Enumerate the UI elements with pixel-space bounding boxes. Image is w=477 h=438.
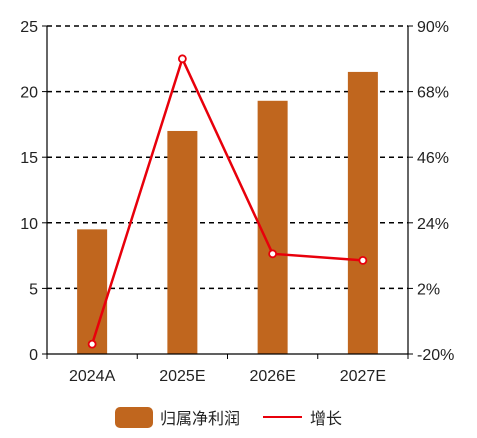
legend-label-net-profit: 归属净利润 [160,409,240,428]
legend-label-growth: 增长 [310,409,342,428]
growth-point-2025E [177,54,187,64]
right-tick-label-1: 2% [417,281,440,298]
bar-series [77,71,378,355]
x-tick-label-2024A: 2024A [69,368,116,385]
growth-point-2027E [358,255,368,265]
left-tick-label-2: 10 [20,216,38,233]
x-tick-label-2025E: 2025E [159,368,205,385]
left-tick-label-1: 5 [29,281,38,298]
axes [42,25,413,359]
left-tick-label-4: 20 [20,85,38,102]
right-tick-label-3: 46% [417,150,449,167]
right-tick-label-4: 68% [417,85,449,102]
growth-line-series [90,57,363,345]
growth-points [87,54,368,349]
right-tick-label-2: 24% [417,216,449,233]
growth-line [90,57,363,345]
growth-point-2024A [87,339,97,349]
right-tick-label-5: 90% [417,19,449,36]
left-tick-label-3: 15 [20,150,38,167]
left-tick-label-5: 25 [20,19,38,36]
x-tick-label-2026E: 2026E [249,368,295,385]
bar-2024A [77,229,108,354]
bar-2025E [167,130,198,354]
bar-2026E [257,100,288,354]
legend-swatch-net-profit [115,407,153,428]
tick-labels: 0 5 10 15 20 25 -20% 2% 24% 46% 68% 90% 2024A 2025E 20… [20,19,454,385]
left-tick-label-0: 0 [29,347,38,364]
right-tick-label-0: -20% [417,347,454,364]
x-tick-label-2027E: 2027E [340,368,386,385]
growth-point-2026E [268,249,278,259]
legend: 归属净利润 增长 [115,407,342,428]
bar-2027E [347,71,378,355]
